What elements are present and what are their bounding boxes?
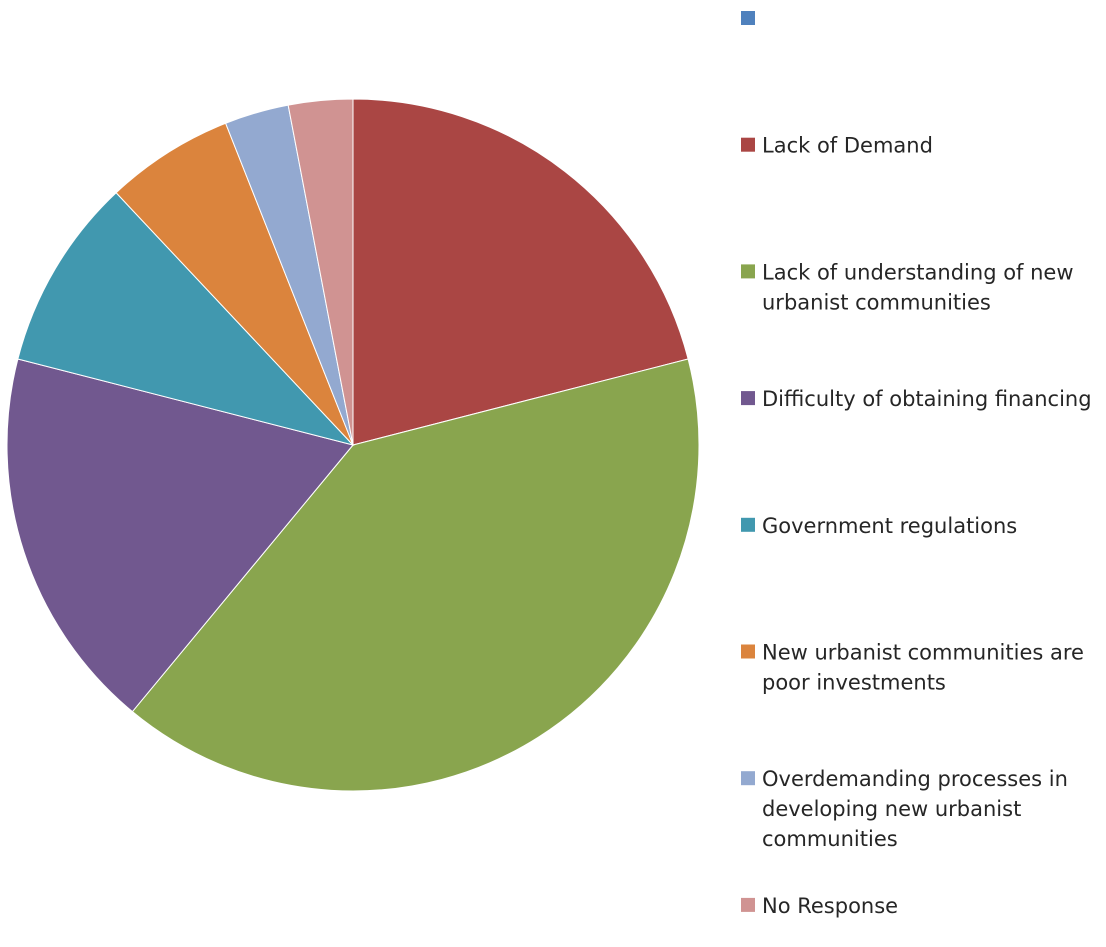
legend-swatch bbox=[741, 391, 755, 406]
legend-label: Overdemanding processes in bbox=[762, 767, 1068, 791]
legend-item-lack-of-demand: Lack of Demand bbox=[741, 134, 933, 158]
pie-slice-lack-of-demand bbox=[352, 98, 689, 446]
legend-swatch bbox=[741, 11, 755, 25]
legend-swatch bbox=[741, 137, 755, 152]
legend-label: No Response bbox=[762, 894, 898, 918]
legend-item-no-response: No Response bbox=[741, 894, 898, 918]
pie-slice-new-urbanist-communities-are-poor-investments bbox=[115, 122, 354, 446]
legend-label: Lack of Demand bbox=[762, 134, 933, 158]
pie-slice-government-regulations bbox=[17, 192, 355, 446]
legend-label: Difficulty of obtaining financing bbox=[762, 387, 1092, 411]
legend-label: New urbanist communities are bbox=[762, 641, 1084, 665]
legend-label: communities bbox=[762, 827, 898, 851]
pie-slice-no-response bbox=[287, 98, 354, 446]
pie-slice-difficulty-of-obtaining-financing bbox=[6, 358, 354, 713]
legend-item-new-urbanist-communities-are-poor-investments: New urbanist communities are poor investm… bbox=[741, 641, 1084, 695]
legend-label: Government regulations bbox=[762, 514, 1017, 538]
legend-label: poor investments bbox=[762, 671, 946, 695]
legend-swatch bbox=[741, 897, 755, 912]
legend-item-difficulty-of-obtaining-financing: Difficulty of obtaining financing bbox=[741, 387, 1092, 411]
legend-swatch bbox=[741, 517, 755, 532]
legend-swatch bbox=[741, 771, 755, 786]
legend-item-lack-of-understanding-of-new-urbanist-communities: Lack of understanding of new urbanist com… bbox=[741, 260, 1074, 314]
legend-item-overdemanding-processes-in-developing-new-urbanist-communities: Overdemanding processes in developing new… bbox=[741, 767, 1068, 851]
legend-label: developing new urbanist bbox=[762, 797, 1021, 821]
pie-slice-lack-of-understanding-of-new-urbanist-communities bbox=[131, 358, 700, 792]
legend-label: urbanist communities bbox=[762, 290, 991, 314]
legend-swatch bbox=[741, 644, 755, 659]
legend: Lack of Demand Lack of understanding of n… bbox=[741, 11, 1092, 918]
legend-swatch bbox=[741, 264, 755, 279]
legend-item-government-regulations: Government regulations bbox=[741, 514, 1017, 538]
legend-item-blank-0 bbox=[741, 11, 755, 25]
pie-slices bbox=[6, 98, 700, 792]
legend-label: Lack of understanding of new bbox=[762, 260, 1074, 284]
